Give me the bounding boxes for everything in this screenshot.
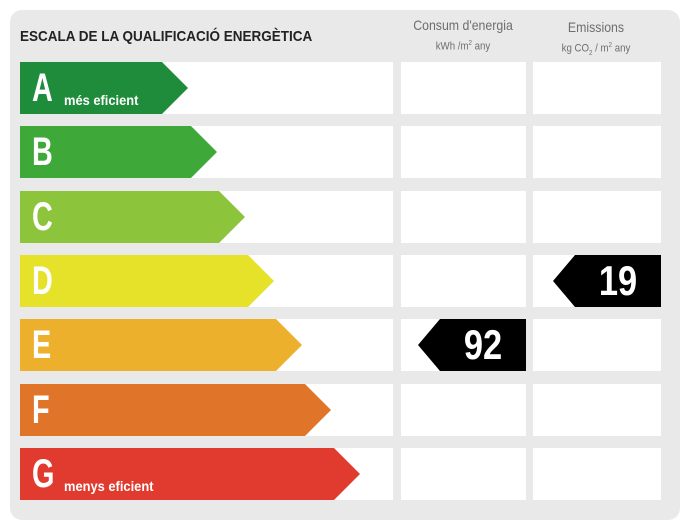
class-letter-b: B xyxy=(32,130,53,174)
emissions-cell-b xyxy=(533,126,661,178)
class-arrow-d: D xyxy=(20,255,274,307)
class-arrow-c: C xyxy=(20,191,245,243)
class-caption-g: menys eficient xyxy=(64,478,154,494)
emissions-cell-g xyxy=(533,448,661,500)
consum-unit: kWh /m2 any xyxy=(406,40,520,53)
emissions-rating-value: 19 xyxy=(598,257,638,304)
consum-rating-marker: 92 xyxy=(418,319,526,371)
emissions-unit-sup: 2 xyxy=(608,42,613,49)
consum-column-header: Consum d'energia kWh /m2 any xyxy=(398,18,528,53)
class-letter-e: E xyxy=(32,323,52,367)
consum-rating-value: 92 xyxy=(463,321,503,368)
consum-cell-b xyxy=(401,126,526,178)
emissions-title: Emissions xyxy=(567,19,625,35)
class-arrow-f: F xyxy=(20,384,331,436)
consum-cell-g xyxy=(401,448,526,500)
consum-unit-text: kWh /m xyxy=(435,40,469,53)
label-title: ESCALA DE LA QUALIFICACIÓ ENERGÈTICA xyxy=(20,28,313,45)
consum-cell-a xyxy=(401,62,526,114)
class-arrow-shape-a xyxy=(20,62,188,114)
emissions-cell-a xyxy=(533,62,661,114)
class-letter-a: A xyxy=(32,66,53,110)
emissions-rating-marker: 19 xyxy=(553,255,661,307)
class-arrow-shape-f xyxy=(20,384,331,436)
consum-unit-sup: 2 xyxy=(468,40,472,47)
class-letter-c: C xyxy=(32,195,53,239)
class-arrow-e: E xyxy=(20,319,302,371)
emissions-cell-f xyxy=(533,384,661,436)
class-arrow-shape-d xyxy=(20,255,274,307)
consum-rating-marker-shape xyxy=(418,319,526,371)
class-caption-a: més eficient xyxy=(64,92,139,108)
emissions-cell-c xyxy=(533,191,661,243)
class-letter-g: G xyxy=(32,452,55,496)
class-letter-d: D xyxy=(32,259,53,303)
emissions-rating-marker-shape xyxy=(553,255,661,307)
consum-unit-tail: any xyxy=(471,40,491,53)
class-arrow-b: B xyxy=(20,126,217,178)
consum-cell-f xyxy=(401,384,526,436)
emissions-unit-text: kg CO xyxy=(561,42,590,55)
class-arrow-shape-c xyxy=(20,191,245,243)
consum-cell-c xyxy=(401,191,526,243)
emissions-unit-tail: any xyxy=(612,42,631,55)
emissions-unit-sub: 2 xyxy=(589,49,593,57)
emissions-cell-e xyxy=(533,319,661,371)
class-arrow-shape-g xyxy=(20,448,360,500)
class-arrow-shape-b xyxy=(20,126,217,178)
class-letter-f: F xyxy=(32,388,50,432)
class-arrow-shape-e xyxy=(20,319,302,371)
emissions-unit-mid: / m xyxy=(592,42,609,55)
emissions-unit: kg CO2 / m2 any xyxy=(538,42,654,57)
consum-cell-d xyxy=(401,255,526,307)
emissions-column-header: Emissions kg CO2 / m2 any xyxy=(530,20,662,57)
consum-title: Consum d'energia xyxy=(413,17,513,33)
